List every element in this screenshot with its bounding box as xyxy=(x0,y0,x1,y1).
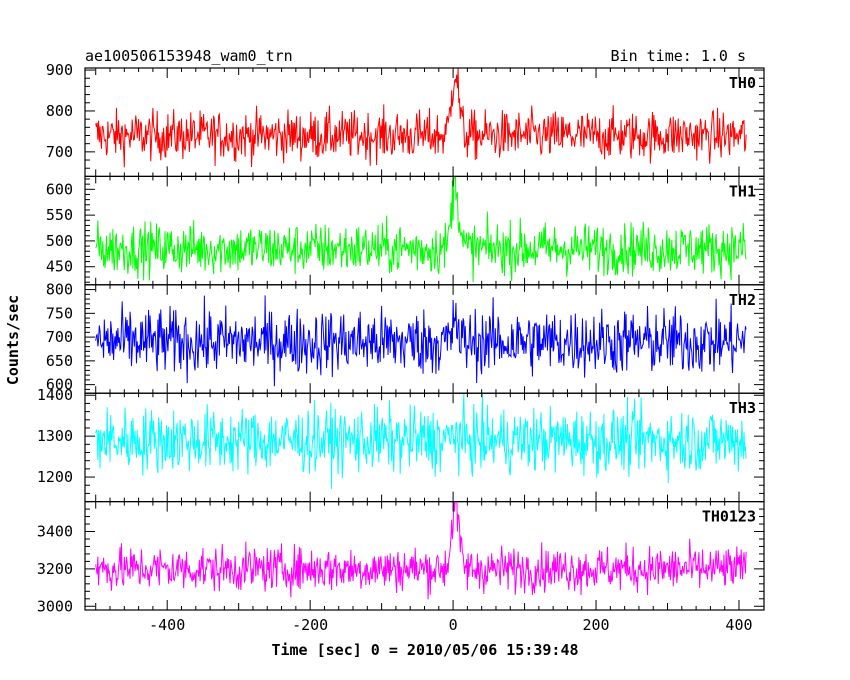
y-tick-label: 550 xyxy=(46,206,73,224)
series-line-th3 xyxy=(95,393,747,489)
panels-group: 700 800 900 TH0 450 500 550 600 TH1 600 650 700 750 8… xyxy=(37,61,765,615)
series-line-th2 xyxy=(95,295,747,387)
x-tick-label: 200 xyxy=(582,616,609,634)
x-tick-labels: -400 -200 0 200 400 xyxy=(149,616,752,634)
panel-th3: 1200 1300 1400 TH3 xyxy=(37,386,765,503)
bin-time-label: Bin time: 1.0 s xyxy=(611,47,746,65)
panel-th2: 600 650 700 750 800 TH2 xyxy=(46,281,765,394)
x-tick-label: 400 xyxy=(725,616,752,634)
panel-label-th2: TH2 xyxy=(729,291,756,309)
y-tick-label: 700 xyxy=(46,328,73,346)
series-line-th1 xyxy=(95,176,747,283)
series-line-th0123 xyxy=(95,501,747,600)
chart-title: ae100506153948_wam0_trn xyxy=(85,47,293,65)
panel-label-th0123: TH0123 xyxy=(702,508,756,526)
y-tick-label: 450 xyxy=(46,258,73,276)
x-tick-label: -400 xyxy=(149,616,185,634)
y-tick-label: 3200 xyxy=(37,560,73,578)
y-tick-label: 650 xyxy=(46,352,73,370)
y-tick-label: 600 xyxy=(46,376,73,394)
y-tick-label: 700 xyxy=(46,143,73,161)
y-tick-label: 1200 xyxy=(37,468,73,486)
y-tick-label: 800 xyxy=(46,281,73,299)
y-tick-label: 1400 xyxy=(37,386,73,404)
series-line-th0 xyxy=(95,68,747,168)
panel-th1: 450 500 550 600 TH1 xyxy=(46,175,765,286)
y-tick-label: 1300 xyxy=(37,427,73,445)
panel-label-th3: TH3 xyxy=(729,399,756,417)
y-tick-label: 600 xyxy=(46,180,73,198)
x-tick-label: 0 xyxy=(449,616,458,634)
y-tick-label: 500 xyxy=(46,232,73,250)
panel-label-th0: TH0 xyxy=(729,74,756,92)
y-tick-label: 3000 xyxy=(37,597,73,615)
y-axis-label: Counts/sec xyxy=(4,295,22,385)
panel-label-th1: TH1 xyxy=(729,182,756,200)
x-tick-label: -200 xyxy=(292,616,328,634)
panel-th0123: 3000 3200 3400 TH0123 xyxy=(37,501,765,615)
y-tick-label: 800 xyxy=(46,102,73,120)
y-tick-label: 900 xyxy=(46,61,73,79)
y-tick-label: 750 xyxy=(46,304,73,322)
panel-frame xyxy=(84,175,765,286)
y-tick-label: 3400 xyxy=(37,523,73,541)
panel-th0: 700 800 900 TH0 xyxy=(46,61,765,178)
x-axis-label: Time [sec] 0 = 2010/05/06 15:39:48 xyxy=(271,641,578,659)
